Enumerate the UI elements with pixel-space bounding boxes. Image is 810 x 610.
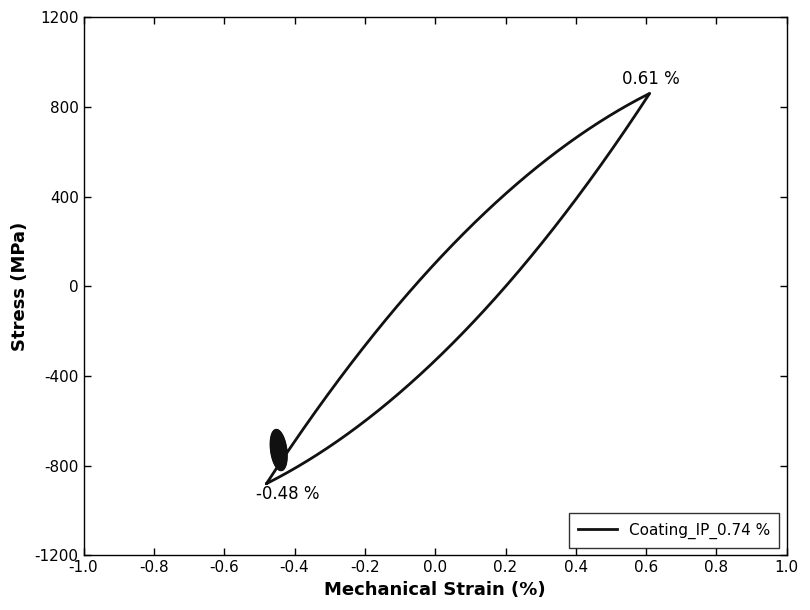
Text: 0.61 %: 0.61 %: [621, 70, 680, 88]
Y-axis label: Stress (MPa): Stress (MPa): [11, 221, 29, 351]
Legend: Coating_IP_0.74 %: Coating_IP_0.74 %: [569, 513, 779, 548]
X-axis label: Mechanical Strain (%): Mechanical Strain (%): [324, 581, 546, 599]
Text: -0.48 %: -0.48 %: [256, 486, 319, 503]
Polygon shape: [271, 430, 287, 470]
